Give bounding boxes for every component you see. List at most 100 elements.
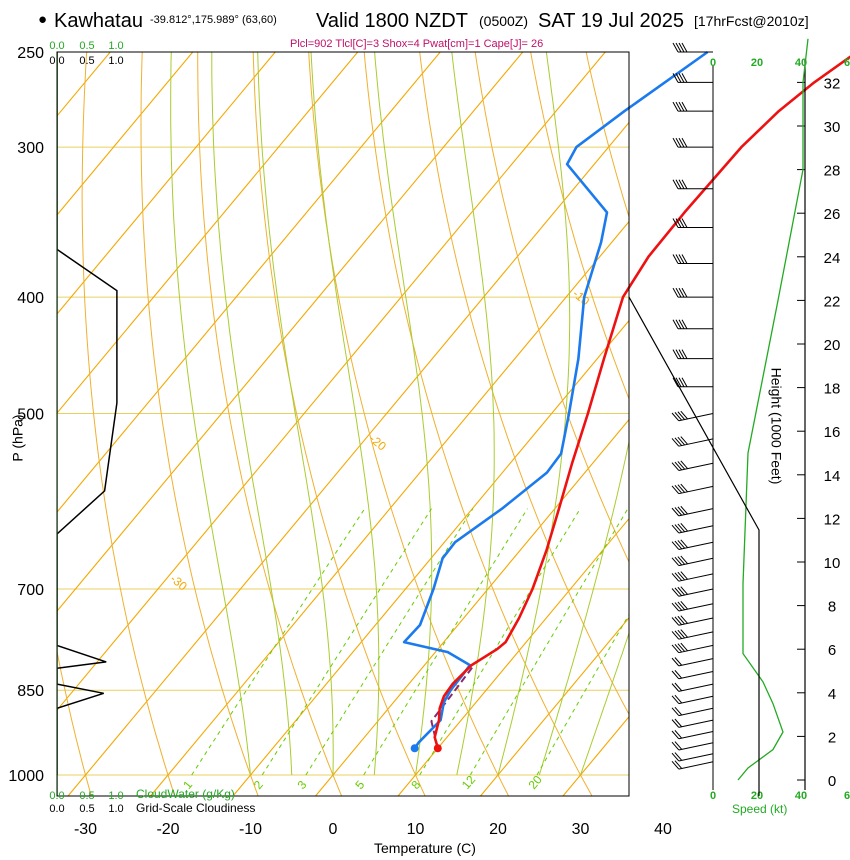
speed-scale-bottom: 0 — [710, 790, 716, 802]
wind-barb-flag — [671, 741, 680, 751]
utc-time: (0500Z) — [479, 13, 529, 29]
wind-barb-flag — [671, 631, 680, 640]
wind-barb-flag — [671, 573, 680, 582]
temperature-tick-label: 20 — [489, 821, 507, 838]
wind-barb-flag — [671, 719, 680, 728]
isotherm-line — [562, 715, 629, 796]
wind-barb-flag — [678, 73, 685, 83]
height-tick-label: 30 — [824, 119, 841, 136]
valid-time: Valid 1800 NZDT — [316, 10, 468, 32]
wind-barb-flag — [671, 730, 680, 740]
wind-barb-flag — [681, 287, 688, 298]
temperature-tick-label: 40 — [654, 821, 672, 838]
cloudiness-layer — [57, 52, 118, 796]
panel-boundary — [628, 296, 760, 796]
wind-barb-flag — [678, 319, 685, 329]
wind-barb-flag — [674, 437, 683, 446]
speed-scale-top: 0 — [710, 57, 716, 69]
wind-barb-flag — [678, 349, 685, 359]
height-tick-label: 20 — [824, 337, 841, 354]
wind-barb — [672, 349, 713, 360]
dewpoint-line — [402, 50, 709, 749]
cloudiness-scale-bottom: 0.5 — [79, 803, 94, 815]
wind-barb-staff — [678, 671, 714, 680]
wind-barb-flag — [677, 461, 686, 470]
wind-barb — [672, 73, 713, 83]
moist-adiabat-line — [257, 52, 334, 775]
isotherm-line — [67, 121, 629, 796]
cloudwater-scale-bottom: 0.5 — [79, 790, 94, 802]
dry-adiabat-line — [530, 52, 629, 401]
wind-barb — [672, 101, 713, 112]
isotherm-line — [480, 616, 629, 796]
height-tick-label: 2 — [828, 729, 836, 746]
sounding-profiles — [402, 50, 850, 753]
wind-barb-flag — [680, 523, 688, 532]
wind-barbs — [671, 42, 714, 770]
wind-barb-flag — [674, 643, 683, 653]
cloudiness-scale-top: 0.5 — [79, 55, 94, 67]
isotherm-line — [150, 220, 629, 796]
wind-barb-flag — [677, 484, 686, 493]
wind-barb — [672, 218, 713, 228]
dry-adiabat-line — [0, 31, 9, 801]
wind-barb-staff — [678, 719, 714, 728]
wind-barb — [671, 483, 714, 495]
wind-barb-flag — [672, 377, 679, 387]
height-axis-label: Height (1000 Feet) — [768, 367, 785, 485]
x-axis-label: Temperature (C) — [374, 840, 476, 856]
speed-scale-top: 40 — [795, 57, 807, 69]
wind-barb-flag — [671, 438, 680, 447]
wind-barb — [671, 730, 714, 740]
wind-barb-flag — [681, 42, 688, 53]
wind-barb-flag — [672, 73, 679, 83]
cloudiness-curve — [57, 52, 118, 775]
wind-barb — [672, 137, 713, 148]
height-tick-label: 18 — [824, 381, 841, 398]
isotherm-line — [57, 52, 524, 612]
y-axis-label: P (hPa) — [9, 414, 26, 462]
speed-scale-bottom-right: 6 — [844, 790, 850, 802]
wind-barb — [671, 586, 714, 597]
wind-barb — [671, 642, 714, 654]
height-tick-label: 32 — [824, 75, 841, 92]
cloudwater-scale-top: 0.5 — [79, 40, 94, 52]
wind-barb-flag — [674, 630, 683, 639]
wind-barb-flag — [672, 179, 679, 190]
wind-barb-flag — [681, 254, 688, 264]
wind-barb — [671, 436, 714, 447]
wind-barb-flag — [680, 410, 688, 420]
moist-adiabat-line — [538, 439, 629, 776]
wind-barb-flag — [677, 506, 686, 515]
height-tick-label: 0 — [828, 773, 836, 790]
speed-scale-bottom: 40 — [795, 790, 807, 802]
wind-barb-flag — [678, 42, 685, 53]
wind-barb-flag — [674, 682, 683, 692]
wind-barb-flag — [674, 670, 683, 679]
parcel-params: Plcl=902 Tlcl[C]=3 Shox=4 Pwat[cm]=1 Cap… — [290, 38, 544, 50]
wind-barb-flag — [674, 484, 683, 494]
moist-adiabat-line — [211, 52, 293, 776]
height-tick-label: 10 — [824, 555, 841, 572]
wind-barb-flag — [675, 377, 682, 387]
isotherm-line — [57, 52, 606, 712]
wind-barb — [671, 760, 714, 770]
wind-barb — [671, 523, 714, 534]
cloudwater-scale-bottom: 1.0 — [108, 790, 123, 802]
wind-barb-flag — [680, 460, 688, 469]
wind-barb — [671, 615, 714, 626]
wind-barb-flag — [680, 615, 688, 624]
wind-barb-flag — [675, 137, 682, 148]
station-name: Kawhatau — [54, 10, 143, 32]
dry-adiabat-line — [57, 648, 92, 796]
wind-barb-flag — [671, 507, 680, 517]
mixing-ratio-label: 5 — [352, 778, 367, 792]
dry-adiabat-line — [197, 52, 343, 796]
wind-barb-flag — [674, 556, 683, 566]
wind-barb-flag — [672, 254, 679, 264]
wind-barb-staff — [678, 658, 714, 667]
height-tick-label: 16 — [824, 424, 841, 441]
wind-barb-flag — [671, 683, 680, 692]
temperature-tick-label: 0 — [329, 821, 338, 838]
